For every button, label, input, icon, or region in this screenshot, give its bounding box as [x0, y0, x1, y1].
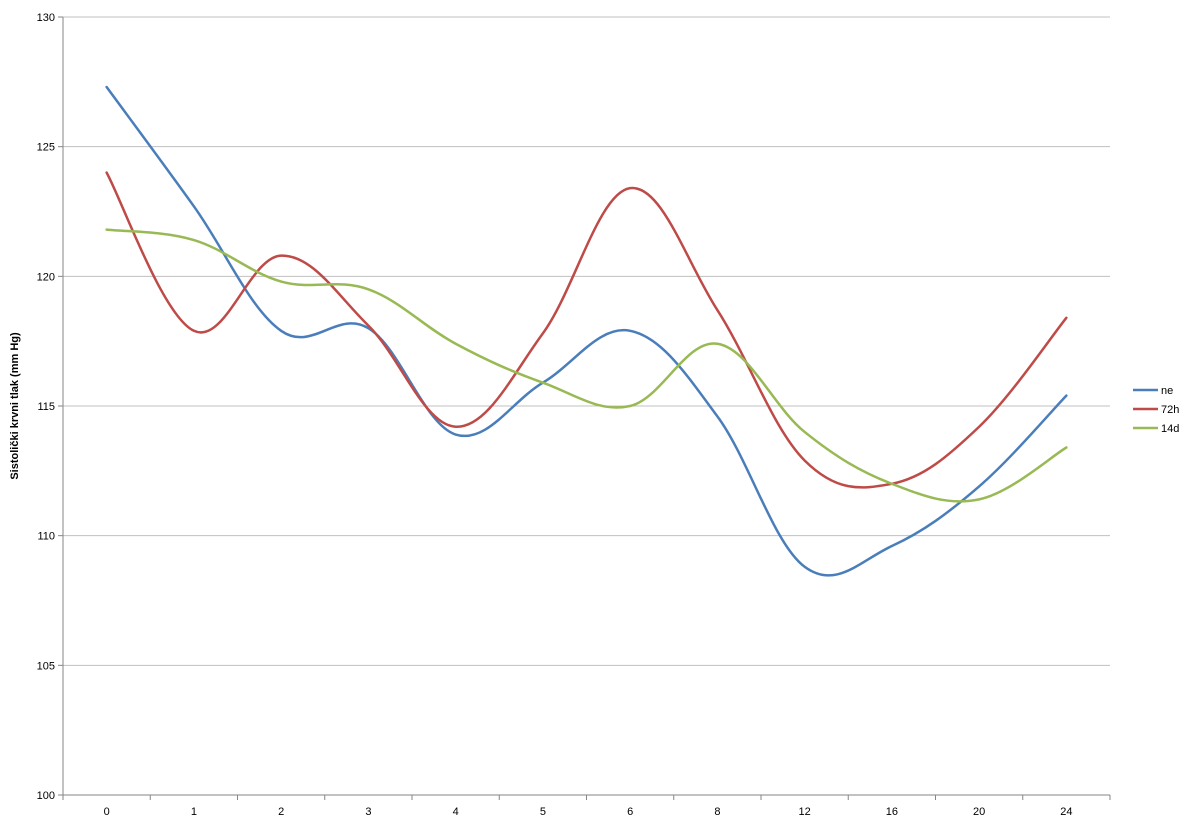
legend-label-14d: 14d: [1161, 423, 1179, 435]
legend-label-ne: ne: [1161, 385, 1173, 397]
x-tick-label: 1: [191, 806, 197, 818]
axes: [58, 16, 1111, 800]
x-tick-label: 12: [799, 806, 811, 818]
x-tick-label: 3: [365, 806, 371, 818]
gridlines: [63, 16, 1110, 666]
y-tick-label: 125: [37, 142, 55, 154]
y-tick-label: 100: [37, 790, 55, 802]
x-tick-label: 5: [540, 806, 546, 818]
y-tick-label: 105: [37, 660, 55, 672]
x-tick-label: 4: [453, 806, 459, 818]
x-tick-label: 20: [973, 806, 985, 818]
y-axis-tick-labels: 100 105 110 115 120 125 130: [37, 12, 55, 802]
y-tick-label: 130: [37, 12, 55, 24]
series-lines: [105, 85, 1068, 577]
x-tick-label: 6: [627, 806, 633, 818]
y-axis-title: Sistolički krvni tlak (mm Hg): [9, 332, 21, 480]
series-line-ne: [105, 85, 1068, 577]
y-tick-label: 120: [37, 271, 55, 283]
x-tick-label: 16: [886, 806, 898, 818]
y-tick-label: 115: [37, 401, 55, 413]
x-axis-tick-labels: 0 1 2 3 4 5 6 8 12 16 20 24: [104, 806, 1073, 818]
x-tick-label: 0: [104, 806, 110, 818]
x-tick-label: 8: [714, 806, 720, 818]
legend: ne 72h 14d: [1133, 385, 1179, 435]
x-tick-label: 2: [278, 806, 284, 818]
y-tick-label: 110: [37, 531, 55, 543]
series-line-14d: [105, 228, 1068, 503]
legend-label-72h: 72h: [1161, 404, 1179, 416]
series-line-72h: [105, 171, 1068, 489]
x-tick-label: 24: [1060, 806, 1072, 818]
